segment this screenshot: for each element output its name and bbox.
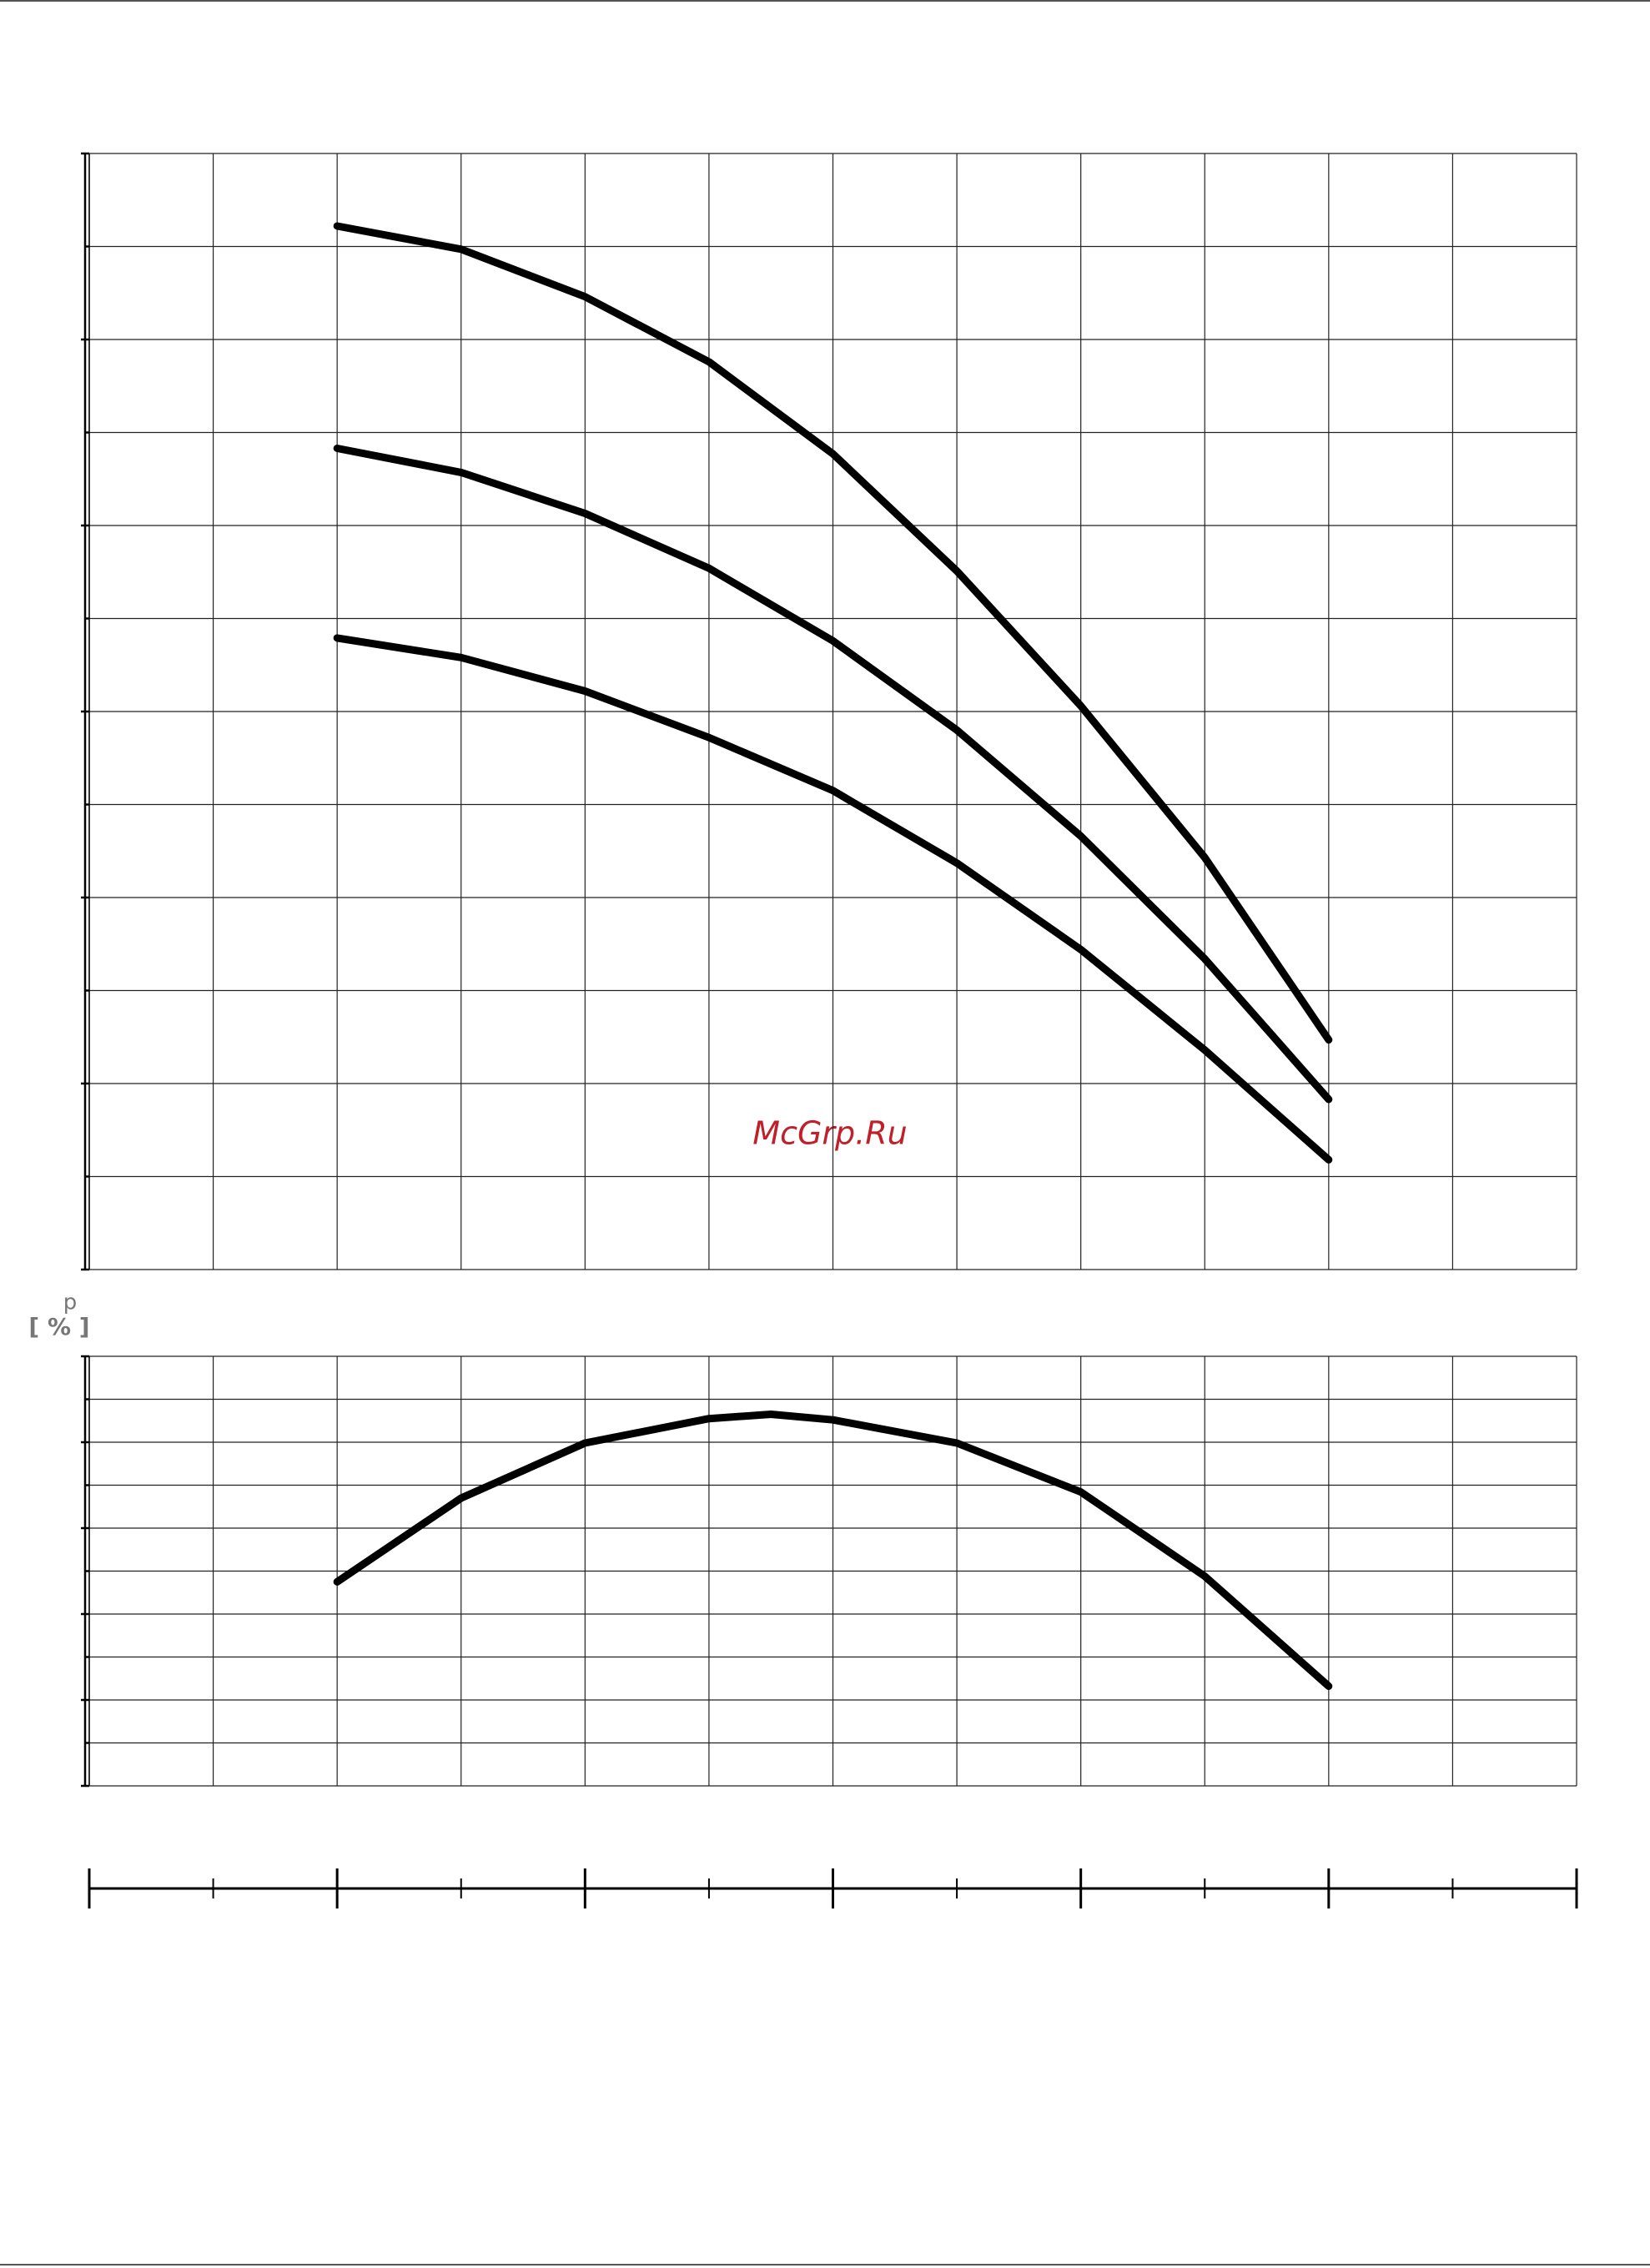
curve [333,222,1333,1044]
y-axis-unit: [ % ] [28,1313,89,1340]
curve [333,1411,1333,1690]
watermark: McGrp.Ru [752,1115,907,1152]
y-axis-label: p [63,1290,78,1315]
curve [333,445,1333,1104]
curve [333,634,1333,1164]
